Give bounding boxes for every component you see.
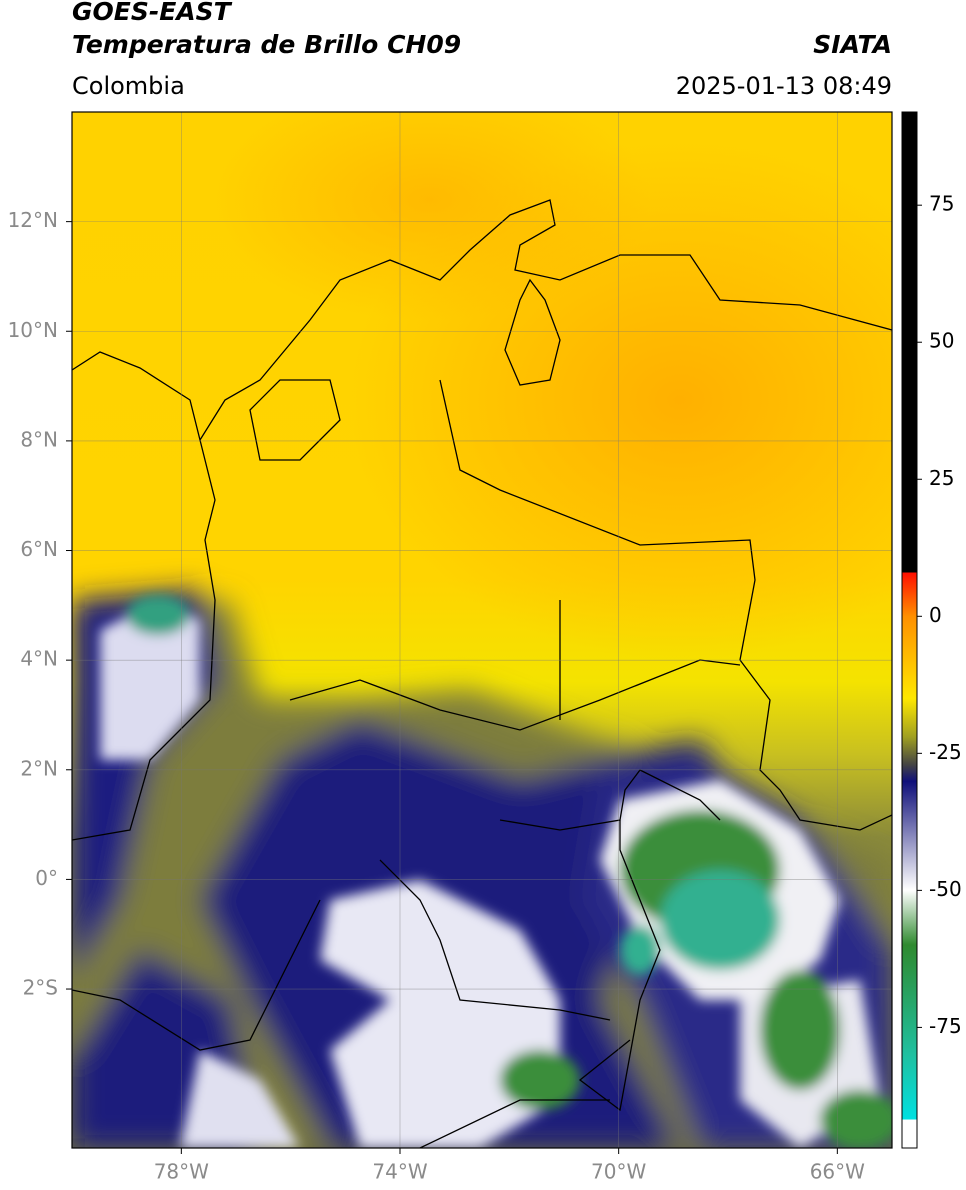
lat-tick-label: 12°N — [8, 208, 58, 232]
region: Colombia — [72, 72, 185, 100]
satellite-image — [72, 112, 892, 1148]
lat-tick-label: 6°N — [20, 537, 58, 561]
lat-tick-label: 4°N — [20, 647, 58, 671]
datetime: 2025-01-13 08:49 — [676, 72, 892, 100]
map-frame — [71, 111, 893, 1149]
satellite: GOES-EAST — [72, 0, 233, 26]
lon-tick-label: 78°W — [154, 1160, 209, 1184]
colorbar-tick-label: 25 — [929, 466, 954, 490]
colorbar-tick-label: 75 — [929, 192, 954, 216]
colorbar-tick-label: 50 — [929, 329, 954, 353]
lat-tick-label: 2°N — [20, 756, 58, 780]
lat-tick-label: 2°S — [23, 976, 58, 1000]
colorbar — [901, 111, 918, 1149]
product: Temperatura de Brillo CH09 — [72, 30, 461, 59]
colorbar-tick-label: -25 — [929, 740, 962, 764]
lon-tick-label: 66°W — [810, 1160, 865, 1184]
colorbar-tick-label: -50 — [929, 877, 962, 901]
lon-tick-label: 74°W — [372, 1160, 427, 1184]
lat-tick-label: 10°N — [8, 318, 58, 342]
lon-tick-label: 70°W — [591, 1160, 646, 1184]
grid — [72, 112, 892, 1148]
colorbar-tick-label: -75 — [929, 1014, 962, 1038]
lat-tick-label: 8°N — [20, 427, 58, 451]
lat-tick-label: 0° — [35, 866, 58, 890]
colorbar-tick-label: 0 — [929, 603, 942, 627]
source: SIATA — [813, 30, 892, 59]
